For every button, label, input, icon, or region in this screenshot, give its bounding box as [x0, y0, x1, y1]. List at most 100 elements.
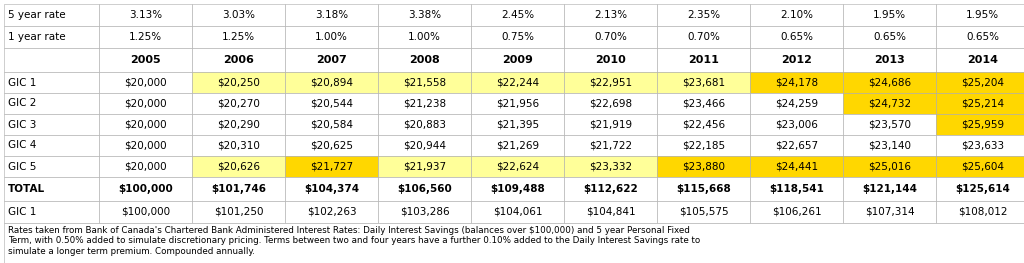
Text: 3.38%: 3.38% [408, 10, 441, 20]
Bar [4, 48, 99, 72]
Bar [564, 26, 657, 48]
Bar [193, 135, 285, 156]
Bar [750, 156, 843, 177]
Text: GIC 1: GIC 1 [8, 78, 37, 88]
Bar [378, 4, 471, 26]
Text: $23,570: $23,570 [868, 119, 911, 129]
Bar [378, 177, 471, 201]
Text: 2.45%: 2.45% [501, 10, 535, 20]
Bar [471, 72, 564, 93]
Text: 2007: 2007 [316, 55, 347, 65]
Text: 2010: 2010 [595, 55, 626, 65]
Bar [657, 26, 750, 48]
Text: $20,290: $20,290 [217, 119, 260, 129]
Text: $106,261: $106,261 [772, 207, 821, 217]
Text: 1.95%: 1.95% [872, 10, 906, 20]
Bar [285, 93, 378, 114]
Bar [99, 4, 193, 26]
Text: $23,633: $23,633 [961, 140, 1005, 150]
Bar [193, 72, 285, 93]
Text: $21,956: $21,956 [496, 99, 539, 109]
Bar [843, 26, 936, 48]
Bar [4, 4, 99, 26]
Bar [285, 26, 378, 48]
Bar [99, 48, 193, 72]
Bar [285, 48, 378, 72]
Bar [4, 93, 99, 114]
Text: $21,269: $21,269 [496, 140, 539, 150]
Bar [843, 48, 936, 72]
Text: $20,894: $20,894 [310, 78, 353, 88]
Bar [657, 201, 750, 223]
Bar [843, 114, 936, 135]
Bar [750, 177, 843, 201]
Text: $20,625: $20,625 [310, 140, 353, 150]
Text: GIC 4: GIC 4 [8, 140, 37, 150]
Text: $115,668: $115,668 [676, 184, 731, 194]
Bar [193, 114, 285, 135]
Bar [99, 72, 193, 93]
Text: $20,883: $20,883 [403, 119, 446, 129]
Bar [471, 201, 564, 223]
Text: $20,270: $20,270 [217, 99, 260, 109]
Bar [4, 26, 99, 48]
Bar [657, 72, 750, 93]
Text: 2005: 2005 [130, 55, 161, 65]
Bar [936, 48, 1024, 72]
Text: $121,144: $121,144 [862, 184, 918, 194]
Bar [99, 156, 193, 177]
Bar [285, 135, 378, 156]
Bar [936, 201, 1024, 223]
Bar [378, 48, 471, 72]
Text: $20,584: $20,584 [310, 119, 353, 129]
Text: $101,746: $101,746 [211, 184, 266, 194]
Text: $24,686: $24,686 [868, 78, 911, 88]
Text: 3.18%: 3.18% [315, 10, 348, 20]
Bar [936, 156, 1024, 177]
Text: 2011: 2011 [688, 55, 719, 65]
Text: $23,006: $23,006 [775, 119, 818, 129]
Bar [564, 201, 657, 223]
Text: $105,575: $105,575 [679, 207, 728, 217]
Text: $22,185: $22,185 [682, 140, 725, 150]
Bar [750, 114, 843, 135]
Text: $23,140: $23,140 [868, 140, 911, 150]
Bar [193, 156, 285, 177]
Text: $24,178: $24,178 [775, 78, 818, 88]
Bar [564, 48, 657, 72]
Bar [936, 135, 1024, 156]
Text: 2009: 2009 [502, 55, 532, 65]
Text: $24,732: $24,732 [868, 99, 911, 109]
Text: $100,000: $100,000 [118, 184, 173, 194]
Bar [378, 135, 471, 156]
Bar [4, 72, 99, 93]
Text: 1.95%: 1.95% [966, 10, 999, 20]
Text: 0.65%: 0.65% [966, 32, 999, 42]
Bar [378, 93, 471, 114]
Bar [193, 177, 285, 201]
Text: $104,061: $104,061 [493, 207, 543, 217]
Bar [657, 177, 750, 201]
Text: GIC 3: GIC 3 [8, 119, 37, 129]
Text: 0.70%: 0.70% [687, 32, 720, 42]
Bar [657, 93, 750, 114]
Text: GIC 1: GIC 1 [8, 207, 37, 217]
Bar [564, 177, 657, 201]
Bar [471, 114, 564, 135]
Text: $24,259: $24,259 [775, 99, 818, 109]
Text: $21,727: $21,727 [310, 161, 353, 171]
Text: $20,626: $20,626 [217, 161, 260, 171]
Text: $107,314: $107,314 [864, 207, 914, 217]
Bar [99, 135, 193, 156]
Bar [285, 114, 378, 135]
Text: $21,238: $21,238 [402, 99, 446, 109]
Bar [657, 48, 750, 72]
Text: $24,441: $24,441 [775, 161, 818, 171]
Bar [750, 135, 843, 156]
Bar [843, 156, 936, 177]
Text: $104,841: $104,841 [586, 207, 635, 217]
Bar [564, 114, 657, 135]
Text: 1.00%: 1.00% [408, 32, 441, 42]
Bar [936, 93, 1024, 114]
Bar [4, 177, 99, 201]
